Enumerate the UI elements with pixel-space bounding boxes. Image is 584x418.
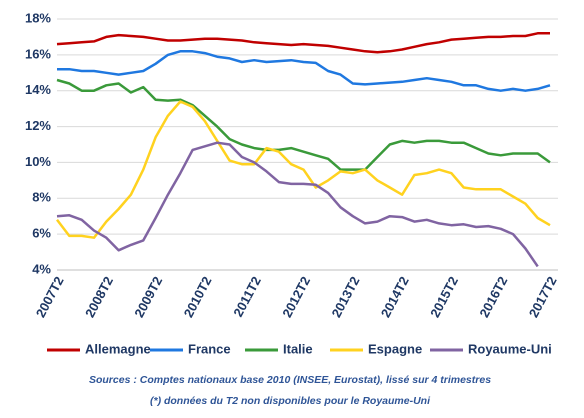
footnote: (*) données du T2 non disponibles pour l…	[150, 395, 431, 407]
legend-label: Allemagne	[85, 341, 151, 356]
series-line	[57, 50, 551, 92]
series-line	[56, 78, 551, 171]
x-tick-label: 2012T2	[279, 274, 313, 320]
series-line	[56, 32, 550, 54]
x-tick-label: 2017T2	[526, 274, 560, 320]
series-line	[56, 100, 551, 239]
legend-label: France	[188, 341, 231, 356]
legend-label: Espagne	[368, 341, 422, 356]
y-tick-label: 4%	[32, 261, 51, 276]
x-tick-label: 2007T2	[33, 274, 67, 320]
x-tick-label: 2009T2	[131, 274, 165, 320]
y-tick-label: 10%	[25, 154, 51, 169]
y-tick-label: 8%	[32, 190, 51, 205]
y-tick-label: 16%	[25, 46, 51, 61]
y-tick-label: 18%	[25, 10, 51, 25]
x-tick-label: 2016T2	[476, 274, 510, 320]
y-tick-label: 6%	[32, 226, 51, 241]
x-tick-label: 2011T2	[230, 274, 264, 319]
x-tick-label: 2010T2	[181, 274, 215, 320]
y-tick-label: 14%	[25, 82, 51, 97]
x-tick-label: 2008T2	[82, 274, 116, 320]
source-note: Sources : Comptes nationaux base 2010 (I…	[89, 374, 491, 386]
x-tick-label: 2013T2	[329, 274, 363, 320]
legend-label: Italie	[283, 341, 313, 356]
legend-label: Royaume-Uni	[468, 341, 552, 356]
series-line	[56, 141, 539, 268]
x-tick-label: 2015T2	[427, 274, 461, 320]
y-tick-label: 12%	[25, 118, 51, 133]
x-tick-label: 2014T2	[378, 274, 412, 320]
